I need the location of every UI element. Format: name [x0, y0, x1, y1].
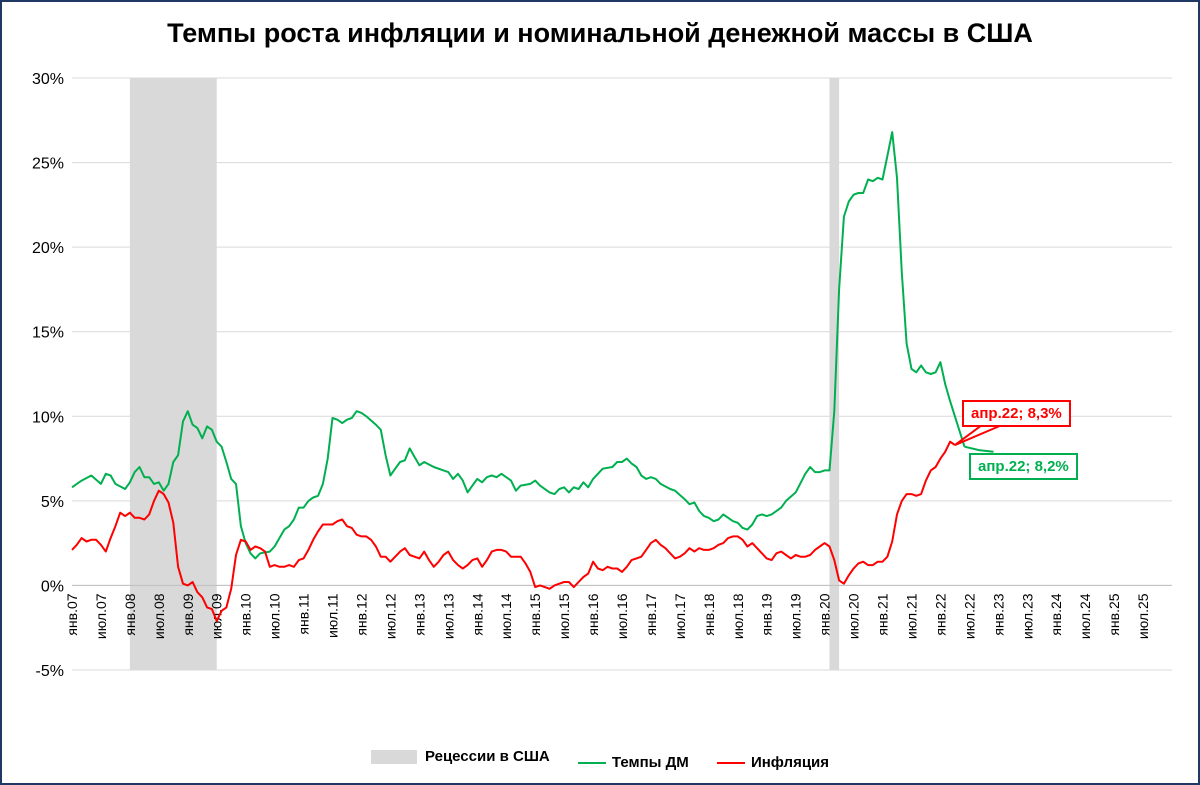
legend-item-inflation: Инфляция: [716, 754, 830, 771]
y-tick-label: 0%: [41, 578, 64, 595]
legend-swatch-money-supply: [577, 761, 606, 764]
x-tick-label: июл.09: [209, 593, 225, 639]
x-tick-label: янв.09: [180, 593, 196, 635]
inflation-label-pointer: [954, 424, 1003, 446]
y-tick-label: 10%: [32, 409, 64, 426]
y-tick-label: -5%: [36, 663, 64, 680]
x-tick-label: янв.25: [1106, 593, 1122, 635]
x-tick-label: июл.23: [1019, 593, 1035, 639]
y-tick-label: 15%: [32, 325, 64, 342]
inflation-end-label: апр.22; 8,3%: [962, 400, 1071, 427]
x-tick-label: июл.21: [903, 593, 919, 639]
x-tick-label: янв.11: [296, 593, 312, 634]
y-tick-label: 25%: [32, 156, 64, 173]
legend-label-recessions: Рецессии в США: [424, 748, 550, 765]
x-tick-label: июл.24: [1077, 593, 1093, 639]
y-tick-label: 20%: [32, 240, 64, 257]
x-tick-label: янв.16: [585, 593, 601, 635]
x-tick-label: июл.07: [93, 593, 109, 639]
y-tick-label: 5%: [41, 494, 64, 511]
inflation-line: [71, 440, 956, 622]
x-tick-label: июл.08: [151, 593, 167, 639]
x-tick-label: июл.25: [1135, 593, 1151, 639]
money-supply-label-leader: [964, 445, 994, 453]
legend-swatch-recessions: [370, 749, 417, 764]
x-tick-label: янв.08: [122, 593, 138, 635]
money-supply-line: [71, 131, 966, 560]
x-tick-label: янв.22: [932, 593, 948, 635]
x-tick-label: янв.17: [643, 593, 659, 635]
x-tick-label: янв.18: [701, 593, 717, 635]
x-tick-label: янв.12: [353, 593, 369, 635]
x-tick-label: июл.20: [846, 593, 862, 639]
x-tick-label: янв.13: [411, 593, 427, 635]
chart-title: Темпы роста инфляции и номинальной денеж…: [167, 18, 1033, 48]
recession-band-2: [829, 78, 840, 670]
x-tick-label: июл.12: [382, 593, 398, 639]
recession-band-1: [129, 78, 217, 670]
x-tick-label: июл.16: [614, 593, 630, 639]
legend-item-money-supply: Темпы ДМ: [577, 754, 689, 771]
x-tick-label: июл.14: [498, 593, 514, 639]
x-tick-label: июл.11: [325, 593, 341, 638]
legend-label-money-supply: Темпы ДМ: [611, 754, 689, 771]
x-tick-label: янв.20: [817, 593, 833, 635]
x-tick-label: июл.19: [788, 593, 804, 639]
x-tick-label: июл.22: [961, 593, 977, 639]
y-tick-label: 30%: [32, 71, 64, 88]
x-tick-label: янв.15: [527, 593, 543, 635]
x-tick-label: янв.07: [64, 593, 80, 635]
x-tick-label: янв.14: [469, 593, 485, 635]
x-tick-label: июл.15: [556, 593, 572, 639]
chart-legend: Рецессии в США Темпы ДМ Инфляция: [2, 748, 1198, 771]
money-supply-end-label: апр.22; 8,2%: [969, 453, 1078, 480]
x-tick-label: янв.24: [1048, 593, 1064, 635]
x-tick-label: янв.21: [875, 593, 891, 635]
x-tick-label: янв.23: [990, 593, 1006, 635]
x-tick-label: июл.18: [730, 593, 746, 639]
legend-label-inflation: Инфляция: [750, 754, 830, 771]
x-tick-label: июл.13: [440, 593, 456, 639]
legend-swatch-inflation: [716, 761, 745, 764]
x-tick-label: янв.10: [238, 593, 254, 635]
x-tick-label: янв.19: [759, 593, 775, 635]
x-tick-label: июл.17: [672, 593, 688, 639]
legend-item-recessions: Рецессии в США: [370, 748, 550, 765]
x-tick-label: июл.10: [267, 593, 283, 639]
